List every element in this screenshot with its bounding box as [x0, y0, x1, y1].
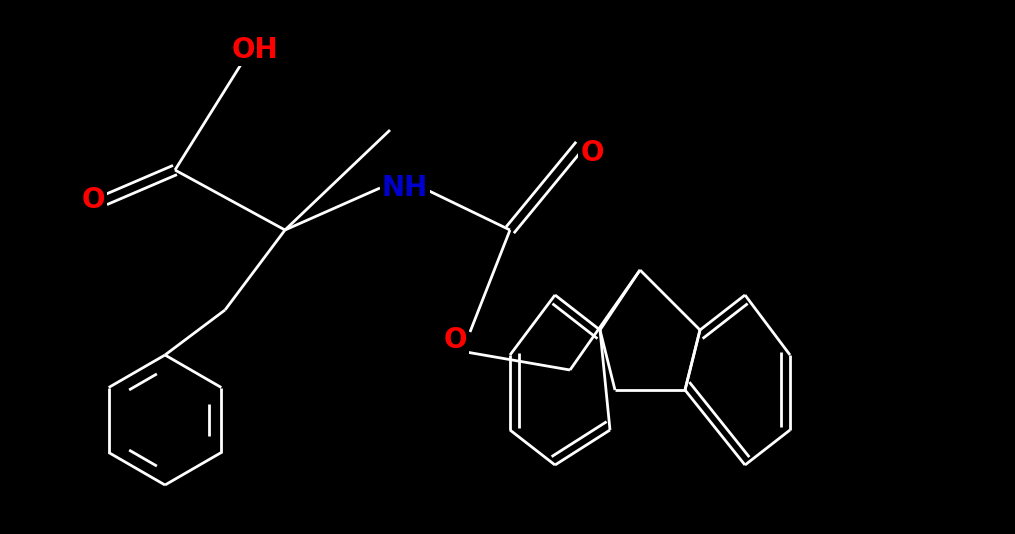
Text: O: O — [581, 139, 604, 167]
Text: OH: OH — [231, 36, 278, 64]
Text: O: O — [81, 186, 105, 214]
Text: O: O — [444, 326, 467, 354]
Text: NH: NH — [382, 174, 428, 202]
